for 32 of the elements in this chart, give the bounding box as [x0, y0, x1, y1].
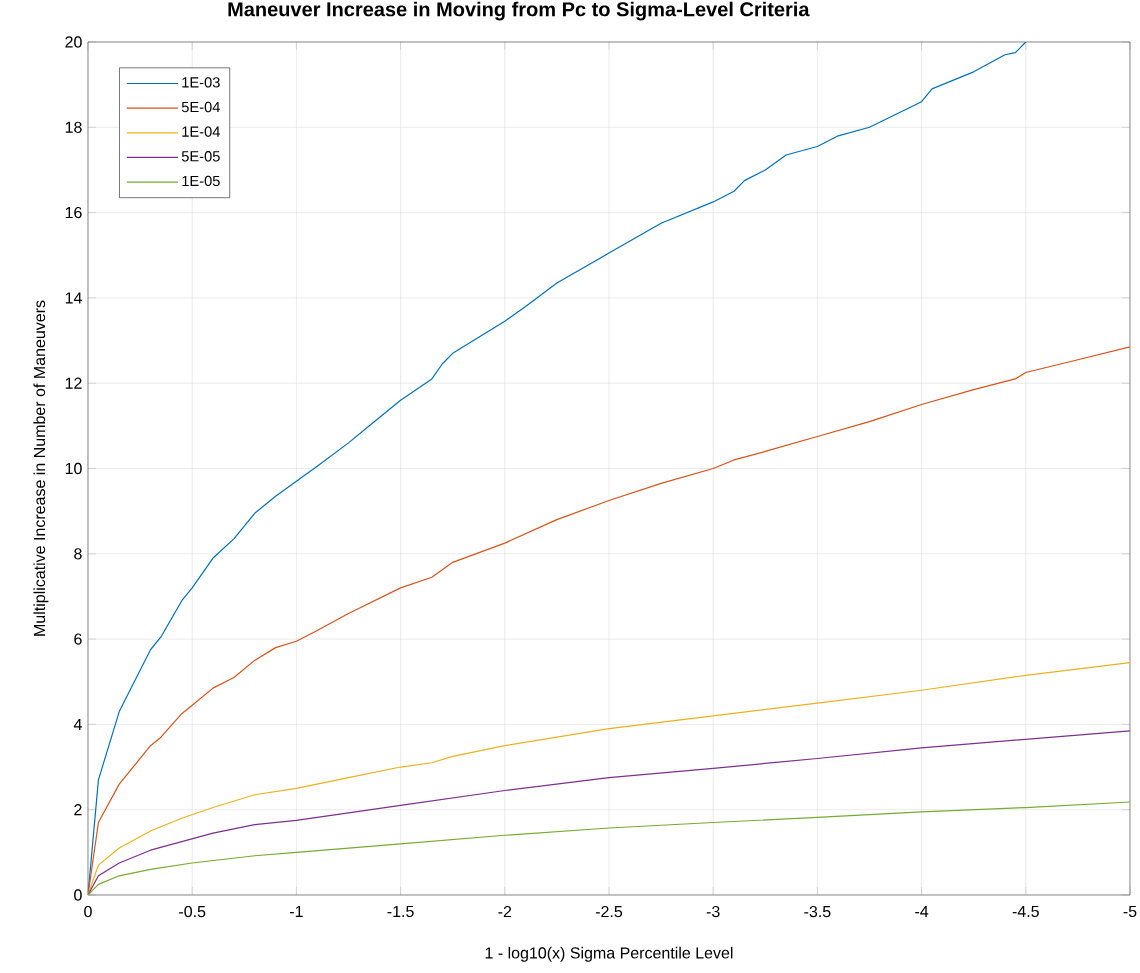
y-tick-label: 6 — [74, 633, 82, 645]
y-tick-label: 20 — [65, 36, 82, 48]
x-tick-label: -2 — [498, 905, 512, 918]
y-tick-label: 2 — [74, 804, 82, 816]
y-tick-label: 0 — [74, 889, 82, 901]
x-tick-label: -3 — [706, 905, 720, 918]
x-tick-label: -0.5 — [179, 905, 206, 918]
x-tick-label: 0 — [84, 905, 92, 918]
legend-label: 1E-04 — [182, 126, 220, 137]
x-tick-label: -4.5 — [1012, 905, 1039, 918]
x-tick-label: -5 — [1123, 905, 1137, 918]
y-tick-label: 8 — [74, 548, 82, 560]
x-axis-title: 1 - log10(x) Sigma Percentile Level — [485, 946, 733, 962]
y-tick-label: 18 — [65, 121, 82, 133]
y-tick-label: 10 — [65, 462, 82, 475]
legend-label: 5E-04 — [181, 101, 220, 113]
line-series — [87, 661, 1130, 895]
legend-label: 5E-05 — [181, 151, 220, 162]
chart-title: Maneuver Increase in Moving from Pc to Sigma-Level Criteria — [228, 1, 810, 21]
line-series — [87, 801, 1130, 895]
y-tick-label: 12 — [65, 377, 82, 389]
x-tick-label: -4 — [915, 905, 929, 917]
x-tick-label: -3.5 — [804, 905, 831, 918]
x-tick-label: -2.5 — [595, 905, 623, 918]
legend-label: 1E-05 — [182, 175, 220, 187]
legend-label: 1E-03 — [182, 77, 220, 88]
y-tick-label: 16 — [65, 206, 82, 219]
y-axis-title: Multiplicative Increase in Number of Maneuvers — [33, 300, 49, 636]
y-tick-label: 14 — [65, 292, 82, 304]
x-tick-label: -1 — [289, 905, 303, 917]
x-tick-label: -1.5 — [387, 905, 414, 918]
y-tick-label: 4 — [73, 718, 82, 730]
